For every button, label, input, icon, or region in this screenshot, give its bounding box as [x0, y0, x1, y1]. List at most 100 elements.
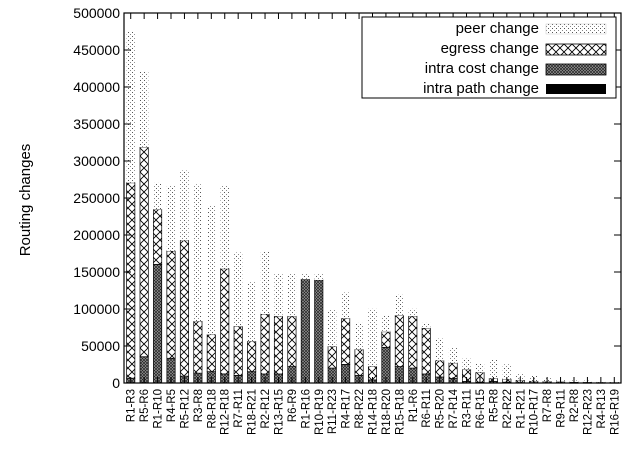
bar-segment-egress-change — [206, 334, 216, 373]
bar-segment-peer-change — [301, 273, 310, 280]
bar-segment-egress-change — [327, 346, 337, 369]
bar-segment-egress-change — [193, 321, 203, 374]
legend-swatch-path — [546, 84, 606, 94]
bar-segment-intra-cost-change — [153, 263, 163, 384]
x-category-label: R7-R8 — [542, 389, 554, 422]
x-category-label: R1-R21 — [515, 389, 527, 429]
x-category-label: R11-R23 — [327, 389, 339, 434]
x-category-label: R14-R18 — [368, 389, 380, 435]
legend-label-cost: intra cost change — [425, 60, 539, 77]
x-category-label: R2-R12 — [260, 389, 272, 429]
x-category-label: R6-R11 — [421, 389, 433, 428]
y-axis-title: Routing changes — [17, 144, 34, 257]
y-tick-label: 450000 — [73, 42, 120, 58]
x-category-label: R3-R11 — [462, 389, 474, 428]
bar-segment-intra-cost-change — [300, 278, 310, 384]
x-category-label: R18-R20 — [381, 389, 393, 435]
y-tick-label: 0 — [112, 375, 120, 391]
x-category-label: R7-R11 — [233, 389, 245, 428]
bar-segment-peer-change — [314, 274, 323, 280]
bar-segment-peer-change — [341, 292, 350, 319]
x-category-label: R8-R22 — [354, 389, 366, 429]
x-category-label: R15-R18 — [394, 389, 406, 435]
x-category-label: R3-R8 — [193, 389, 205, 422]
bar-segment-egress-change — [421, 327, 431, 375]
bar-segment-peer-change — [435, 338, 444, 361]
bar-segment-egress-change — [260, 313, 270, 375]
y-tick-label: 50000 — [81, 338, 120, 354]
bar-segment-egress-change — [220, 268, 230, 375]
x-category-label: R2-R22 — [502, 389, 514, 429]
x-category-label: R10-R17 — [529, 389, 541, 435]
bar-segment-peer-change — [247, 282, 256, 342]
y-tick-label: 250000 — [73, 190, 120, 206]
bar-segment-peer-change — [139, 71, 149, 148]
bar-segment-peer-change — [207, 205, 216, 335]
y-tick-label: 400000 — [73, 79, 120, 95]
x-category-label: R4-R17 — [341, 389, 353, 429]
bar-segment-egress-change — [166, 250, 176, 359]
x-category-label: R13-R15 — [273, 389, 285, 435]
bar-segment-intra-cost-change — [314, 279, 324, 384]
y-tick-label: 100000 — [73, 301, 120, 317]
x-category-label: R5-R12 — [179, 389, 191, 429]
x-category-label: R5-R8 — [488, 389, 500, 422]
bar-segment-egress-change — [354, 349, 364, 376]
x-category-label: R2-R8 — [569, 389, 581, 422]
x-category-label: R10-R19 — [314, 389, 326, 435]
x-category-label: R6-R15 — [475, 389, 487, 429]
x-category-label: R1-R16 — [300, 389, 312, 429]
x-category-label: R5-R6 — [139, 389, 151, 422]
y-tick-label: 300000 — [73, 153, 120, 169]
bar-segment-peer-change — [475, 363, 485, 373]
x-category-label: R4-R13 — [596, 389, 608, 429]
bar-segment-egress-change — [233, 326, 243, 376]
legend-swatch-egress — [545, 43, 607, 56]
bar-segment-peer-change — [395, 294, 404, 316]
bar-segment-peer-change — [274, 273, 283, 317]
x-category-label: R12-R23 — [582, 389, 594, 435]
plot-frame — [123, 12, 622, 384]
bar-segment-peer-change — [260, 251, 270, 315]
x-category-label: R18-R21 — [247, 389, 259, 435]
x-axis-labels: R1-R3 R5-R6 R1-R10 R4-R5 R5-R12 R3-R8 R8-R18 R1… — [126, 13, 621, 435]
bar-segment-peer-change — [180, 170, 189, 241]
x-category-label: R16-R19 — [609, 389, 621, 435]
bar-segment-peer-change — [153, 182, 162, 210]
bar-segment-peer-change — [408, 308, 417, 317]
bar-segment-peer-change — [193, 184, 203, 322]
bar-segment-peer-change — [354, 322, 364, 350]
bar-segment-peer-change — [381, 315, 391, 332]
bar-segment-peer-change — [220, 185, 229, 269]
bar-segment-egress-change — [408, 315, 418, 369]
x-category-label: R1-R6 — [408, 389, 420, 422]
y-tick-label: 500000 — [73, 5, 120, 21]
legend-label-egress: egress change — [441, 40, 539, 57]
bar-segment-peer-change — [502, 364, 511, 380]
x-category-label: R1-R10 — [153, 389, 165, 429]
bar-segment-peer-change — [368, 308, 377, 367]
bar-segment-egress-change — [394, 315, 404, 367]
legend-swatch-peer — [545, 23, 607, 35]
bar-segment-peer-change — [462, 358, 471, 370]
legend: peer change egress change intra cost cha… — [361, 16, 617, 99]
legend-label-path: intra path change — [423, 80, 539, 97]
x-category-label: R4-R5 — [166, 389, 178, 422]
bar-segment-egress-change — [273, 315, 283, 375]
bar-segment-peer-change — [287, 273, 297, 317]
bar-segment-peer-change — [489, 359, 498, 379]
bar-segment-egress-change — [153, 209, 163, 265]
bar-segment-peer-change — [448, 348, 458, 363]
bar-segment-egress-change — [435, 360, 445, 378]
bar-segment-egress-change — [126, 182, 136, 379]
legend-swatch-cost — [545, 63, 607, 76]
bar-segment-peer-change — [328, 309, 337, 347]
x-category-label: R8-R18 — [206, 389, 218, 429]
bar-segment-peer-change — [234, 252, 243, 327]
y-tick-label: 350000 — [73, 116, 120, 132]
legend-label-peer: peer change — [456, 20, 539, 37]
bar-segment-egress-change — [448, 362, 458, 379]
x-category-label: R12-R18 — [220, 389, 232, 435]
bar-segment-peer-change — [126, 31, 135, 183]
x-category-label: R1-R3 — [126, 389, 138, 422]
